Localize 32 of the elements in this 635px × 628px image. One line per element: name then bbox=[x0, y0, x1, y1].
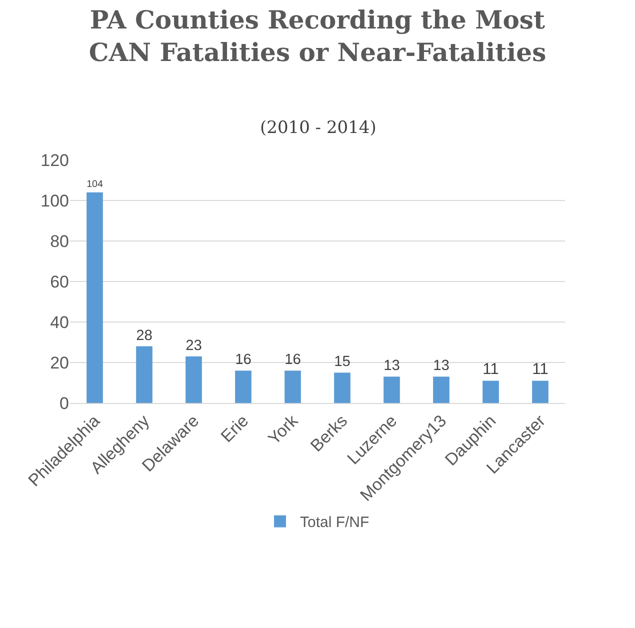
data-label: 16 bbox=[284, 352, 301, 368]
y-tick-label: 100 bbox=[40, 191, 69, 210]
data-label: 13 bbox=[384, 358, 400, 374]
data-label: 13 bbox=[433, 358, 450, 374]
y-tick-label: 60 bbox=[50, 272, 69, 292]
y-tick-label: 0 bbox=[60, 394, 69, 413]
chart-title: PA Counties Recording the Most CAN Fatalities or Near-Fatalities bbox=[88, 5, 546, 67]
bar bbox=[433, 376, 450, 403]
data-label: 16 bbox=[235, 352, 252, 368]
y-tick-label: 40 bbox=[50, 312, 69, 332]
data-label: 28 bbox=[136, 328, 152, 344]
bar bbox=[532, 380, 548, 403]
bar bbox=[235, 370, 252, 403]
bar bbox=[284, 370, 301, 403]
bar bbox=[334, 372, 350, 403]
data-label: 11 bbox=[532, 361, 548, 378]
y-tick-label: 120 bbox=[40, 150, 69, 170]
bar bbox=[136, 346, 152, 403]
data-label: 104 bbox=[86, 179, 104, 190]
legend-label: Total F/NF bbox=[300, 514, 370, 532]
y-tick-label: 80 bbox=[50, 232, 69, 251]
x-tick-label: York bbox=[264, 410, 302, 448]
bar bbox=[384, 376, 400, 403]
data-label: 15 bbox=[334, 354, 350, 370]
bar bbox=[86, 192, 103, 403]
chart-subtitle: (2010 - 2014) bbox=[260, 118, 376, 138]
bar bbox=[186, 356, 202, 403]
data-label: 11 bbox=[482, 361, 499, 378]
data-label: 23 bbox=[186, 338, 202, 354]
x-tick-label: Erie bbox=[217, 411, 252, 446]
y-tick-label: 20 bbox=[50, 353, 69, 372]
bar bbox=[482, 380, 499, 403]
